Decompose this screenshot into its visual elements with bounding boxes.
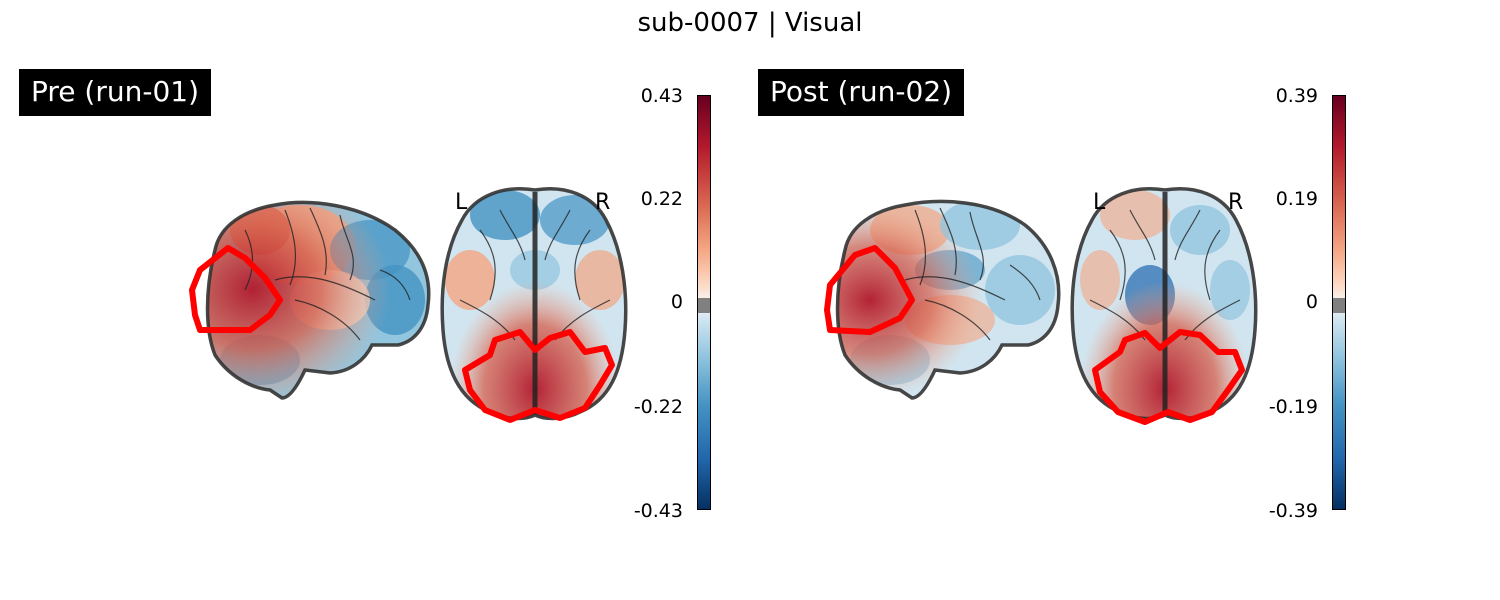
roi-outline (824, 245, 915, 335)
colorbar-tick-label: -0.39 (1268, 500, 1318, 522)
figure-title: sub-0007 | Visual (637, 8, 863, 38)
colorbar-threshold-band (698, 298, 710, 313)
colorbar-tick-label: 0 (1305, 291, 1318, 313)
roi-outline (1092, 329, 1245, 425)
panel-post: Post (run-02) (750, 0, 1500, 600)
roi-outline (189, 245, 283, 333)
panel-title: Pre (run-01) (19, 69, 211, 116)
roi-outline (462, 329, 615, 423)
colorbar-tick-label: 0.43 (640, 85, 683, 107)
panel-title: Post (run-02) (758, 69, 965, 116)
colorbar-tick-label: -0.19 (1268, 396, 1318, 418)
colorbar-tick-label: 0.39 (1275, 85, 1318, 107)
axial-view (1070, 187, 1258, 425)
colorbar-tick-label: -0.43 (633, 500, 683, 522)
sagittal-view (824, 199, 1061, 400)
colorbar-tick-label: -0.22 (633, 396, 683, 418)
glass-brain (824, 187, 1258, 425)
colorbar-tick-label: 0 (670, 291, 683, 313)
orientation-label-right: R (1228, 190, 1244, 215)
orientation-label-right: R (595, 190, 611, 215)
colorbar-threshold-band (1333, 298, 1345, 313)
colorbar-tick-label: 0.19 (1275, 188, 1318, 210)
panel-pre: Pre (run-01) (19, 69, 711, 522)
colorbar (1332, 95, 1346, 510)
glass-brain (189, 187, 628, 423)
orientation-label-left: L (1093, 190, 1106, 215)
axial-view (440, 187, 628, 423)
colorbar (697, 95, 711, 510)
colorbar-tick-label: 0.22 (640, 188, 683, 210)
sagittal-view (189, 200, 431, 400)
orientation-label-left: L (455, 190, 468, 215)
